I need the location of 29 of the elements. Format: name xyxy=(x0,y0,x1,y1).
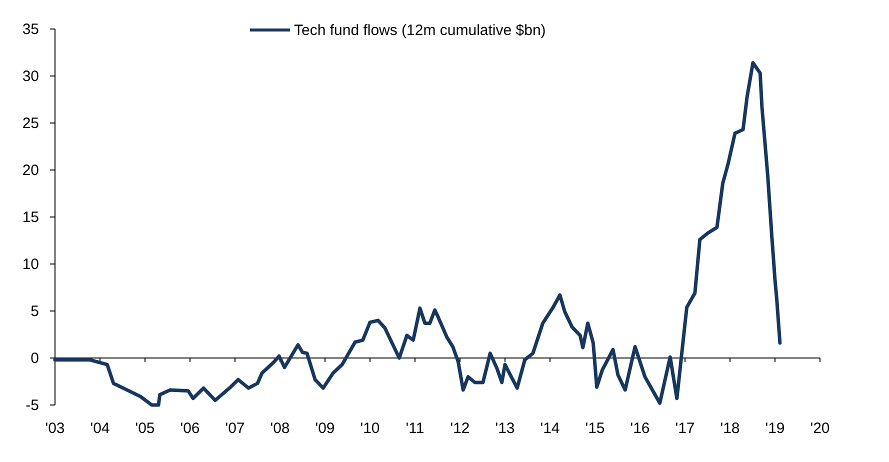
y-tick-label: 5 xyxy=(30,302,39,320)
x-tick-label: '11 xyxy=(406,420,424,437)
y-tick-label: -5 xyxy=(26,396,39,414)
x-tick-label: '03 xyxy=(45,420,65,437)
x-tick-label: '20 xyxy=(810,420,830,437)
x-tick-label: '16 xyxy=(630,420,650,437)
x-tick-label: '18 xyxy=(720,420,740,437)
x-tick-label: '13 xyxy=(495,420,515,437)
x-tick-label: '12 xyxy=(450,420,470,437)
y-tick-label: 20 xyxy=(22,162,39,179)
y-tick-label: 25 xyxy=(22,114,39,132)
y-tick-label: 30 xyxy=(22,68,39,85)
y-tick-label: 35 xyxy=(22,20,39,38)
x-tick-label: '14 xyxy=(540,420,560,437)
y-tick-label: 10 xyxy=(22,256,39,273)
y-tick-label: 0 xyxy=(30,350,39,367)
y-tick-label: 15 xyxy=(22,208,39,226)
legend-label: Tech fund flows (12m cumulative $bn) xyxy=(294,22,546,39)
x-tick-label: '08 xyxy=(270,420,290,437)
x-tick-label: '19 xyxy=(765,420,785,437)
x-tick-label: '10 xyxy=(360,420,380,437)
x-tick-label: '07 xyxy=(225,420,245,437)
x-tick-label: '05 xyxy=(135,420,155,437)
x-tick-label: '15 xyxy=(585,420,605,437)
x-tick-label: '06 xyxy=(180,420,200,437)
x-tick-label: '17 xyxy=(675,420,695,437)
line-series xyxy=(53,61,782,407)
x-tick-label: '09 xyxy=(315,420,335,437)
x-tick-label: '04 xyxy=(90,420,110,437)
